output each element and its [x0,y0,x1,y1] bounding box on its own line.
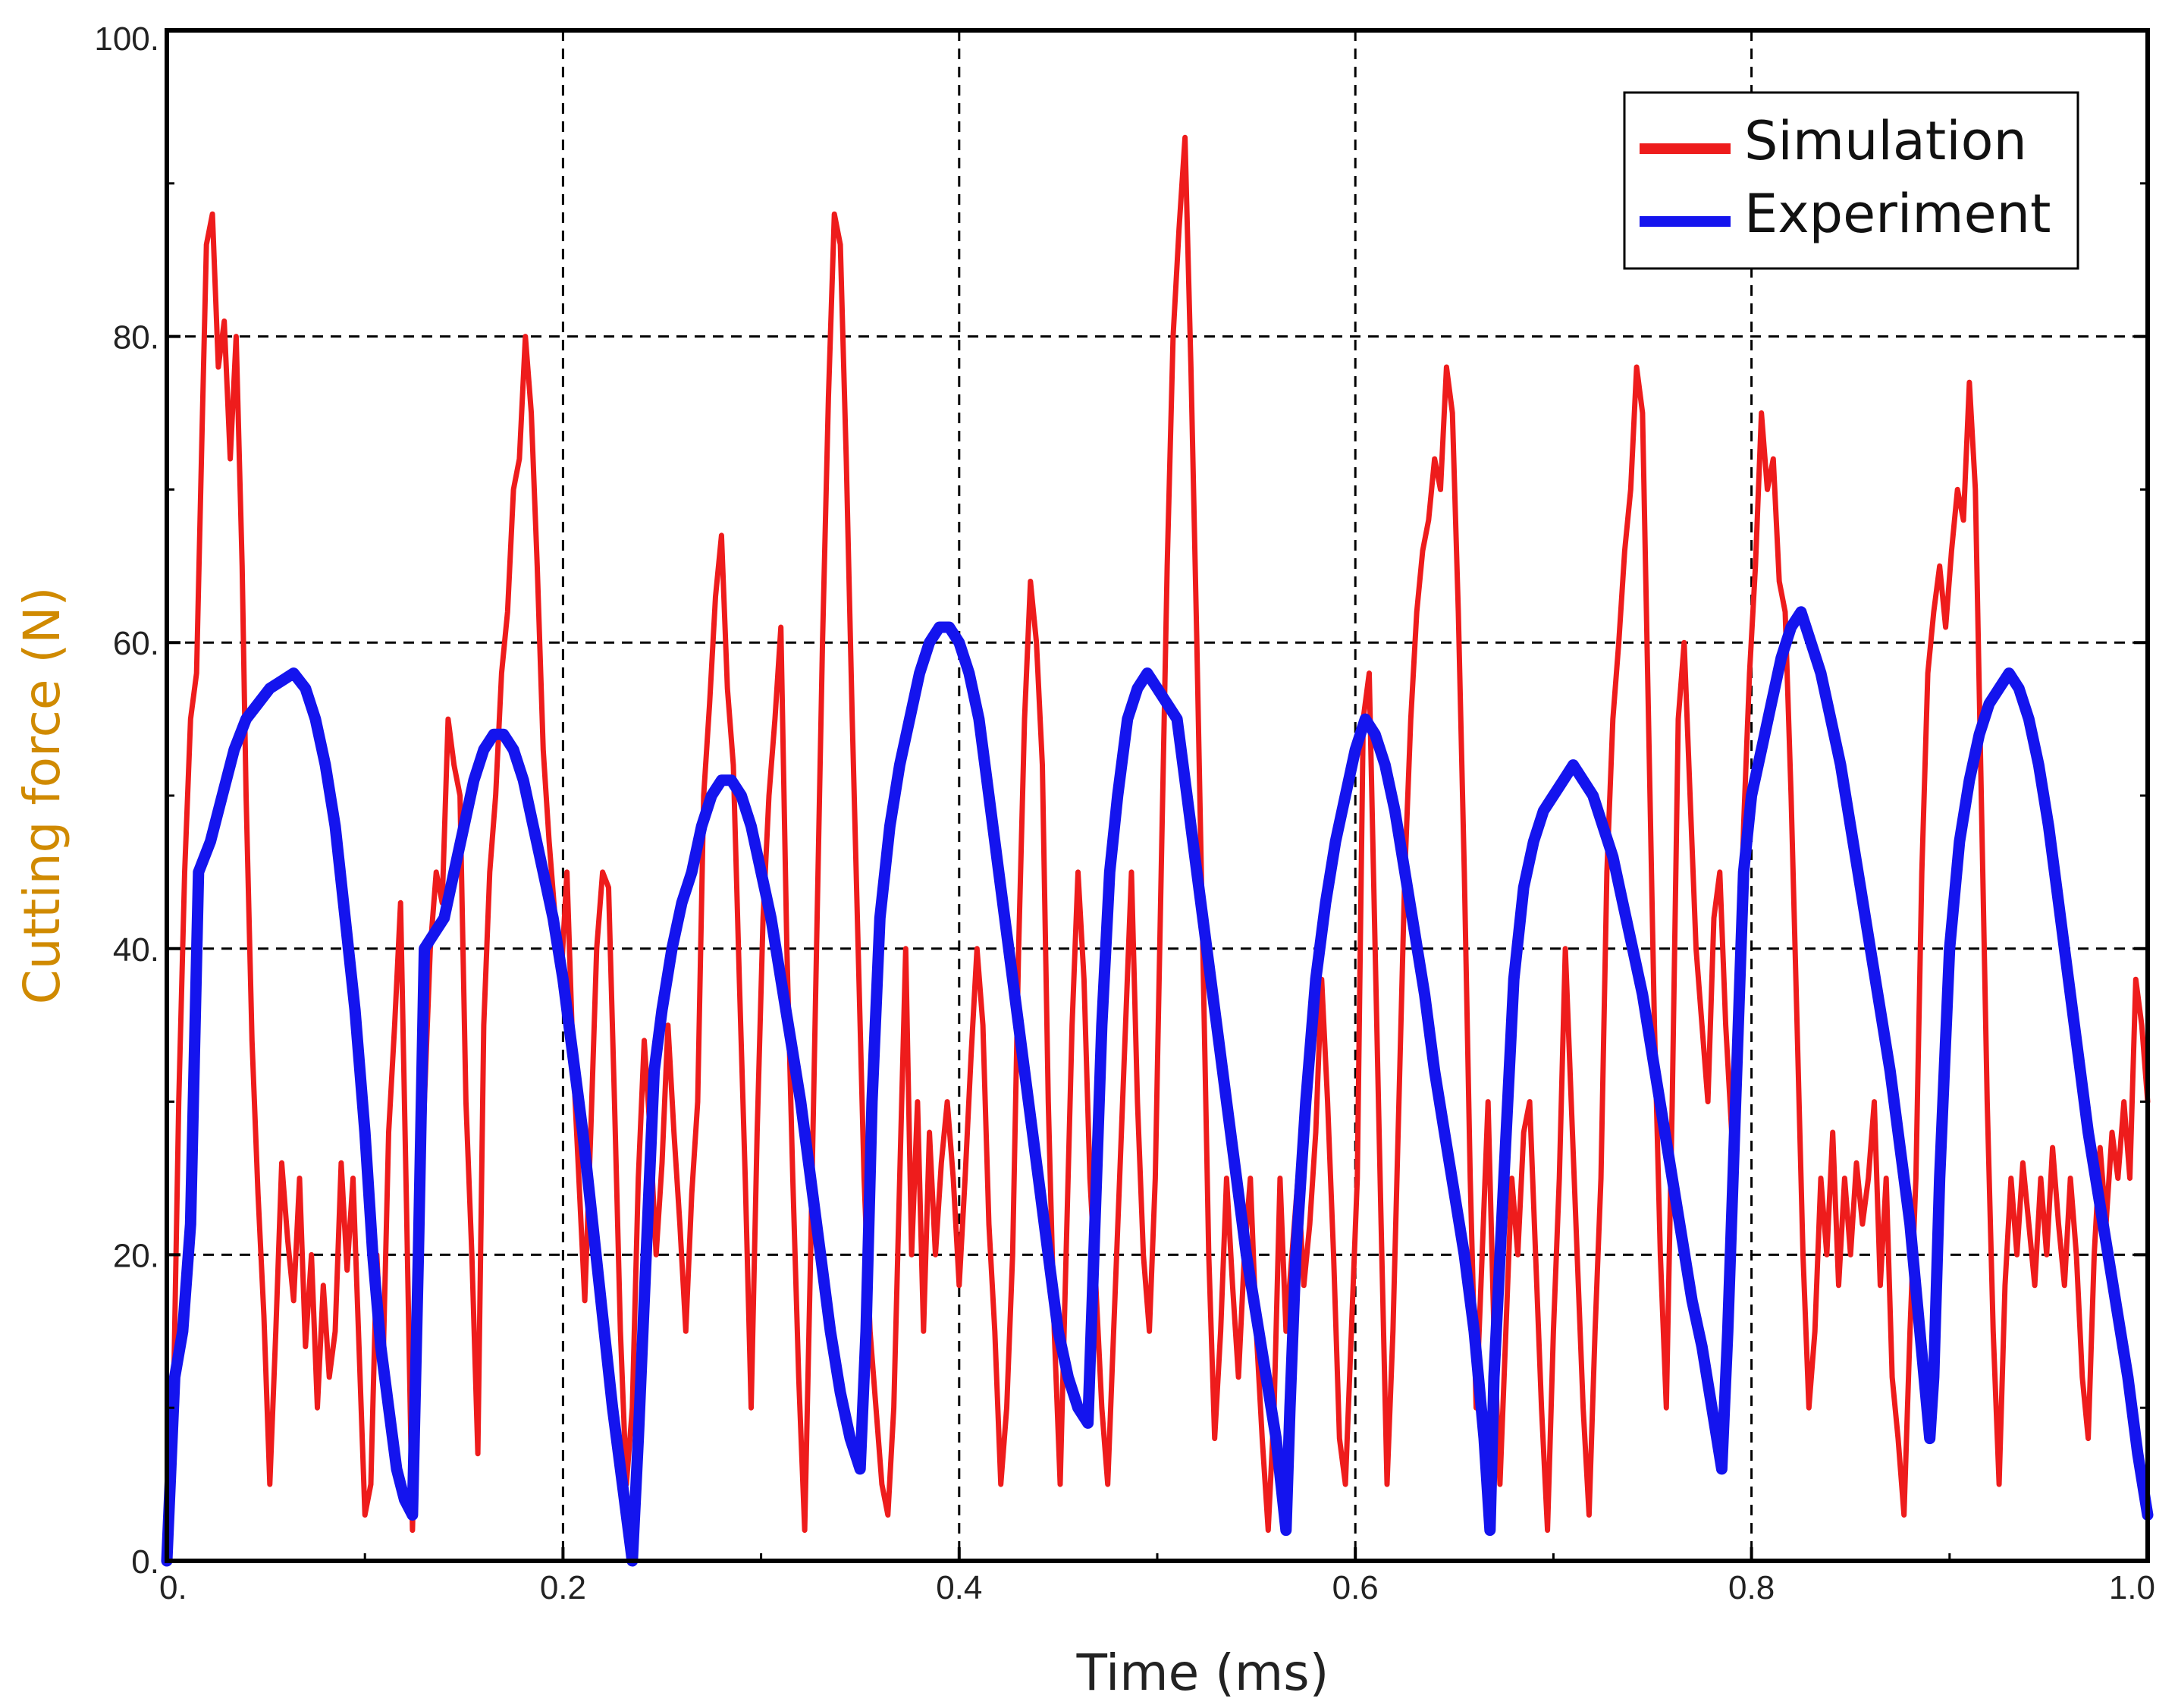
y-tick-label: 0. [131,1543,159,1581]
x-axis-title: Time (ms) [1076,1644,1329,1702]
x-tick-label: 1.0 [2109,1569,2155,1606]
legend-label-experiment: Experiment [1744,183,2051,245]
x-tick-label: 0.4 [936,1569,982,1606]
x-tick-label: 0.8 [1728,1569,1775,1606]
series-line-experiment [161,606,2154,1567]
y-tick-label: 60. [113,625,159,662]
series-lines [161,134,2154,1567]
legend-box [1623,91,2079,270]
y-tick-label: 100. [94,20,159,58]
y-tick-label: 80. [113,319,159,356]
series-line-simulation [164,134,2151,1564]
axis-ticks: 0. 0.2 0.4 0.6 0.8 1.0 0. 20. 40. 60. 80. 100. [94,20,2155,1606]
x-tick-label: 0.2 [540,1569,586,1606]
legend: Simulation Experiment [1623,91,2079,270]
legend-label-simulation: Simulation [1744,110,2027,172]
y-axis-title: Cutting force (N) [13,587,71,1005]
y-tick-label: 40. [113,931,159,969]
y-tick-label: 20. [113,1237,159,1274]
x-tick-label: 0. [159,1569,187,1606]
x-tick-label: 0.6 [1332,1569,1379,1606]
